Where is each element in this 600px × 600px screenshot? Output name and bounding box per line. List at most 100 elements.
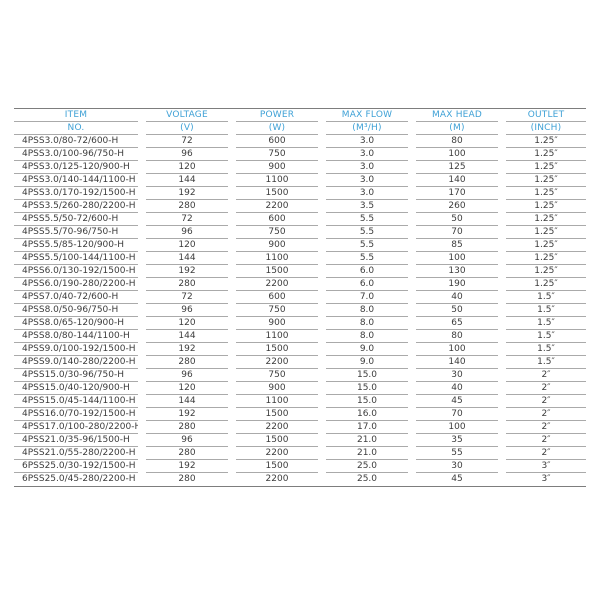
table-cell: 9.0 xyxy=(326,356,408,369)
table-cell: 1.5″ xyxy=(506,291,586,304)
table-cell: 72 xyxy=(146,213,228,226)
table-cell: 192 xyxy=(146,343,228,356)
table-cell: 192 xyxy=(146,187,228,200)
table-cell: 2″ xyxy=(506,421,586,434)
table-cell: 70 xyxy=(416,408,498,421)
table-cell: 96 xyxy=(146,304,228,317)
table-cell: 40 xyxy=(416,382,498,395)
table-row: 4PSS3.0/100-96/750-H 96 750 3.0 100 1.25″ xyxy=(14,148,586,161)
table-cell: 1500 xyxy=(236,434,318,447)
table-cell: 50 xyxy=(416,213,498,226)
table-cell: 35 xyxy=(416,434,498,447)
table-row: 4PSS9.0/140-280/2200-H 280 2200 9.0 140 1.5″ xyxy=(14,356,586,369)
table-cell: 190 xyxy=(416,278,498,291)
table-cell: 5.5 xyxy=(326,252,408,265)
table-cell: 8.0 xyxy=(326,317,408,330)
table-row: 4PSS15.0/45-144/1100-H 144 1100 15.0 45 2″ xyxy=(14,395,586,408)
table-cell: 6.0 xyxy=(326,278,408,291)
table-cell: 55 xyxy=(416,447,498,460)
table-cell: 1.5″ xyxy=(506,304,586,317)
table-cell: 4PSS17.0/100-280/2200-H xyxy=(14,421,138,434)
table-row: 4PSS6.0/190-280/2200-H 280 2200 6.0 190 1.25″ xyxy=(14,278,586,291)
table-row: 6PSS25.0/30-192/1500-H 192 1500 25.0 30 3″ xyxy=(14,460,586,473)
table-cell: 750 xyxy=(236,226,318,239)
table-cell: 5.5 xyxy=(326,239,408,252)
table-cell: 15.0 xyxy=(326,369,408,382)
table-cell: 2200 xyxy=(236,356,318,369)
header-cell-unit: (M³/H) xyxy=(326,122,408,135)
header-cell-title: ITEM xyxy=(14,109,138,122)
table-row: 4PSS3.0/125-120/900-H 120 900 3.0 125 1.25″ xyxy=(14,161,586,174)
table-cell: 4PSS5.5/70-96/750-H xyxy=(14,226,138,239)
table-row: 4PSS8.0/80-144/1100-H 144 1100 8.0 80 1.5″ xyxy=(14,330,586,343)
table-row: 4PSS5.5/50-72/600-H 72 600 5.5 50 1.25″ xyxy=(14,213,586,226)
table-cell: 2″ xyxy=(506,382,586,395)
table-cell: 96 xyxy=(146,434,228,447)
table-row: 4PSS15.0/40-120/900-H 120 900 15.0 40 2″ xyxy=(14,382,586,395)
table-header-row-titles: ITEM VOLTAGE POWER MAX FLOW MAX HEAD OUTLET xyxy=(14,109,586,122)
table-cell: 900 xyxy=(236,382,318,395)
table-cell: 1100 xyxy=(236,330,318,343)
table-cell: 750 xyxy=(236,369,318,382)
table-cell: 3.0 xyxy=(326,187,408,200)
header-cell-unit: (W) xyxy=(236,122,318,135)
table-cell: 2″ xyxy=(506,447,586,460)
table-cell: 2″ xyxy=(506,408,586,421)
table-row: 6PSS25.0/45-280/2200-H 280 2200 25.0 45 3″ xyxy=(14,473,586,486)
table-cell: 4PSS5.5/100-144/1100-H xyxy=(14,252,138,265)
table-cell: 4PSS8.0/65-120/900-H xyxy=(14,317,138,330)
table-cell: 600 xyxy=(236,135,318,148)
table-cell: 280 xyxy=(146,421,228,434)
table-cell: 1500 xyxy=(236,343,318,356)
table-cell: 3.0 xyxy=(326,135,408,148)
table-body: 4PSS3.0/80-72/600-H 72 600 3.0 80 1.25″ 4PSS3.… xyxy=(14,135,586,486)
table-cell: 900 xyxy=(236,239,318,252)
table-cell: 80 xyxy=(416,135,498,148)
table-cell: 96 xyxy=(146,369,228,382)
table-cell: 4PSS9.0/140-280/2200-H xyxy=(14,356,138,369)
table-row: 4PSS8.0/65-120/900-H 120 900 8.0 65 1.5″ xyxy=(14,317,586,330)
table-cell: 4PSS3.0/100-96/750-H xyxy=(14,148,138,161)
table-cell: 280 xyxy=(146,356,228,369)
table-cell: 3″ xyxy=(506,460,586,473)
table-cell: 4PSS3.5/260-280/2200-H xyxy=(14,200,138,213)
table-row: 4PSS8.0/50-96/750-H 96 750 8.0 50 1.5″ xyxy=(14,304,586,317)
table-cell: 70 xyxy=(416,226,498,239)
table-cell: 1.25″ xyxy=(506,239,586,252)
table-cell: 3.0 xyxy=(326,148,408,161)
table-cell: 140 xyxy=(416,356,498,369)
table-row: 4PSS5.5/70-96/750-H 96 750 5.5 70 1.25″ xyxy=(14,226,586,239)
table-row: 4PSS21.0/55-280/2200-H 280 2200 21.0 55 2″ xyxy=(14,447,586,460)
table-cell: 130 xyxy=(416,265,498,278)
table-cell: 1.5″ xyxy=(506,330,586,343)
table-cell: 3″ xyxy=(541,474,551,484)
table-cell: 4PSS15.0/45-144/1100-H xyxy=(14,395,138,408)
table-cell: 4PSS8.0/80-144/1100-H xyxy=(14,330,138,343)
table-cell: 65 xyxy=(416,317,498,330)
table-cell: 140 xyxy=(416,174,498,187)
table-cell: 1100 xyxy=(236,174,318,187)
table-cell: 8.0 xyxy=(326,304,408,317)
table-cell: 4PSS3.0/140-144/1100-H xyxy=(14,174,138,187)
table-cell: 15.0 xyxy=(326,382,408,395)
table-cell: 21.0 xyxy=(326,434,408,447)
table-cell: 280 xyxy=(146,200,228,213)
table-cell: 144 xyxy=(146,330,228,343)
table-cell: 1.25″ xyxy=(506,174,586,187)
table-cell: 1.25″ xyxy=(506,161,586,174)
table-cell: 5.5 xyxy=(326,226,408,239)
table-cell: 120 xyxy=(146,161,228,174)
header-cell-title: MAX HEAD xyxy=(416,109,498,122)
table-cell: 100 xyxy=(416,421,498,434)
table-row: 4PSS3.0/170-192/1500-H 192 1500 3.0 170 1.25″ xyxy=(14,187,586,200)
table-cell: 45 xyxy=(416,395,498,408)
table-cell: 120 xyxy=(146,317,228,330)
header-cell-unit: (M) xyxy=(416,122,498,135)
table-cell: 25.0 xyxy=(326,460,408,473)
table-cell: 1.25″ xyxy=(506,187,586,200)
table-cell: 96 xyxy=(146,148,228,161)
table-cell: 4PSS9.0/100-192/1500-H xyxy=(14,343,138,356)
table-cell: 1.25″ xyxy=(506,252,586,265)
table-cell: 4PSS16.0/70-192/1500-H xyxy=(14,408,138,421)
